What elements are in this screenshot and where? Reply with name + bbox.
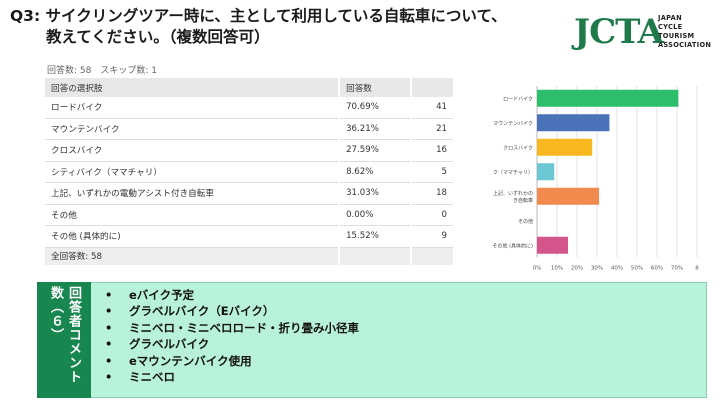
category-label: 上記、いずれかの	[493, 190, 533, 197]
logo-sub-line: JAPAN	[658, 14, 682, 22]
bar	[537, 187, 600, 205]
bar	[537, 138, 593, 156]
list-item: • ミニベロ・ミニベロロード・折り畳み小径車	[105, 320, 359, 336]
row-label: シティバイク（ママチャリ）	[45, 161, 341, 183]
bullet-icon: •	[105, 353, 113, 368]
jcta-logo: JCTA JAPAN CYCLE TOURISM ASSOCIATION	[574, 12, 714, 60]
total-spacer	[411, 247, 455, 265]
bullet-icon: •	[105, 320, 113, 335]
comment-text: グラベルバイク	[129, 337, 210, 352]
table-total-row: 全回答数: 58	[45, 247, 455, 265]
row-percent: 36.21%	[339, 118, 413, 140]
row-label: マウンテンバイク	[45, 118, 341, 140]
logo-sub-line: CYCLE	[658, 23, 683, 31]
x-tick-label: 8	[695, 266, 699, 272]
comments-label: 回答者コメント数（６）	[48, 286, 81, 384]
table-header-row: 回答の選択肢 回答数	[45, 78, 455, 97]
category-label: ロードバイク	[503, 96, 533, 102]
bar-chart: 0% 10% 20% 30% 40% 50% 60% 70% 8 ロードバイクマウンテンバイククロ…	[480, 80, 710, 275]
bar	[537, 236, 569, 254]
x-tick-label: 20%	[571, 266, 583, 272]
bullet-icon: •	[105, 288, 113, 302]
row-label: 上記、いずれかの電動アシスト付き自転車	[45, 182, 341, 205]
bar-chart-svg: 0% 10% 20% 30% 40% 50% 60% 70% 8 ロードバイクマウンテンバイククロ…	[493, 86, 699, 272]
list-item: • グラベルバイク（Eバイク）	[105, 303, 359, 319]
category-label: その他	[518, 218, 533, 225]
header-responses: 回答数	[339, 78, 413, 97]
row-label: その他	[45, 204, 341, 226]
table-row: その他 0.00% 0	[45, 204, 455, 226]
logo-mark: JCTA	[574, 12, 664, 52]
row-percent: 31.03%	[339, 182, 413, 205]
x-tick-label: 10%	[551, 266, 563, 272]
table-row: シティバイク（ママチャリ） 8.62% 5	[45, 161, 455, 183]
category-label: マウンテンバイク	[493, 120, 533, 127]
list-item: • グラベルバイク	[105, 336, 359, 352]
row-count: 18	[411, 182, 455, 205]
list-item: • ミニベロ	[105, 369, 359, 385]
row-count: 16	[411, 139, 455, 162]
comments-label-box: 回答者コメント数（６）	[37, 282, 91, 398]
comment-text: ミニベロ	[129, 369, 175, 384]
table-row: クロスバイク 27.59% 16	[45, 139, 455, 162]
list-item: • eマウンテンバイク使用	[105, 353, 359, 369]
logo-sub-line: TOURISM	[658, 32, 695, 40]
response-table: 回答の選択肢 回答数 ロードバイク 70.69% 41 マウンテンバイク 36.…	[45, 78, 455, 265]
row-count: 21	[411, 118, 455, 140]
comment-text: ミニベロ・ミニベロロード・折り畳み小径車	[129, 320, 359, 335]
comment-text: eバイク予定	[129, 288, 195, 302]
comments-panel	[37, 282, 707, 398]
category-label: その他 (具体的に)	[493, 242, 534, 249]
row-percent: 8.62%	[339, 161, 413, 183]
category-label: き自転車	[513, 197, 533, 204]
bullet-icon: •	[105, 337, 113, 352]
row-percent: 27.59%	[339, 139, 413, 162]
row-percent: 15.52%	[339, 225, 413, 248]
row-label: ロードバイク	[45, 97, 341, 119]
list-item: • eバイク予定	[105, 287, 359, 303]
bar	[537, 89, 679, 107]
x-tick-label: 40%	[611, 266, 623, 272]
row-count: 41	[411, 97, 455, 119]
x-tick-label: 50%	[631, 266, 643, 272]
title-line-2: 教えてください。（複数回答可）	[46, 28, 270, 46]
row-count: 0	[411, 204, 455, 226]
bar	[537, 163, 555, 181]
total-spacer	[339, 247, 413, 265]
response-stats: 回答数: 58 スキップ数: 1	[47, 66, 157, 76]
header-count	[411, 78, 455, 97]
x-tick-label: 0%	[533, 266, 542, 272]
page-title: Q3: サイクリングツアー時に、主として利用している自転車について、 教えてくだ…	[10, 6, 550, 48]
category-label: クロスバイク	[503, 145, 533, 151]
bullet-icon: •	[105, 304, 113, 319]
row-percent: 0.00%	[339, 204, 413, 226]
x-tick-label: 30%	[591, 266, 603, 272]
logo-sub-line: ASSOCIATION	[658, 41, 712, 49]
table-row: マウンテンバイク 36.21% 21	[45, 118, 455, 140]
category-label: ク（ママチャリ）	[493, 170, 533, 176]
comment-text: eマウンテンバイク使用	[129, 353, 252, 368]
bar	[537, 114, 610, 132]
x-tick-label: 60%	[651, 266, 663, 272]
comments-list: • eバイク予定 • グラベルバイク（Eバイク） • ミニベロ・ミニベロロード・折り畳…	[105, 287, 359, 385]
row-percent: 70.69%	[339, 97, 413, 119]
logo-subtext: JAPAN CYCLE TOURISM ASSOCIATION	[658, 14, 711, 50]
row-label: その他 (具体的に)	[45, 225, 341, 248]
table-row: 上記、いずれかの電動アシスト付き自転車 31.03% 18	[45, 182, 455, 205]
total-responses: 全回答数: 58	[45, 247, 341, 265]
row-count: 9	[411, 225, 455, 248]
bullet-icon: •	[105, 369, 113, 384]
x-tick-label: 70%	[671, 266, 683, 272]
row-count: 5	[411, 161, 455, 183]
header-choice: 回答の選択肢	[45, 78, 341, 97]
comment-text: グラベルバイク（Eバイク）	[129, 304, 275, 319]
table-row: ロードバイク 70.69% 41	[45, 97, 455, 119]
title-line-1: Q3: サイクリングツアー時に、主として利用している自転車について、	[10, 7, 507, 25]
row-label: クロスバイク	[45, 139, 341, 162]
table-row: その他 (具体的に) 15.52% 9	[45, 225, 455, 248]
